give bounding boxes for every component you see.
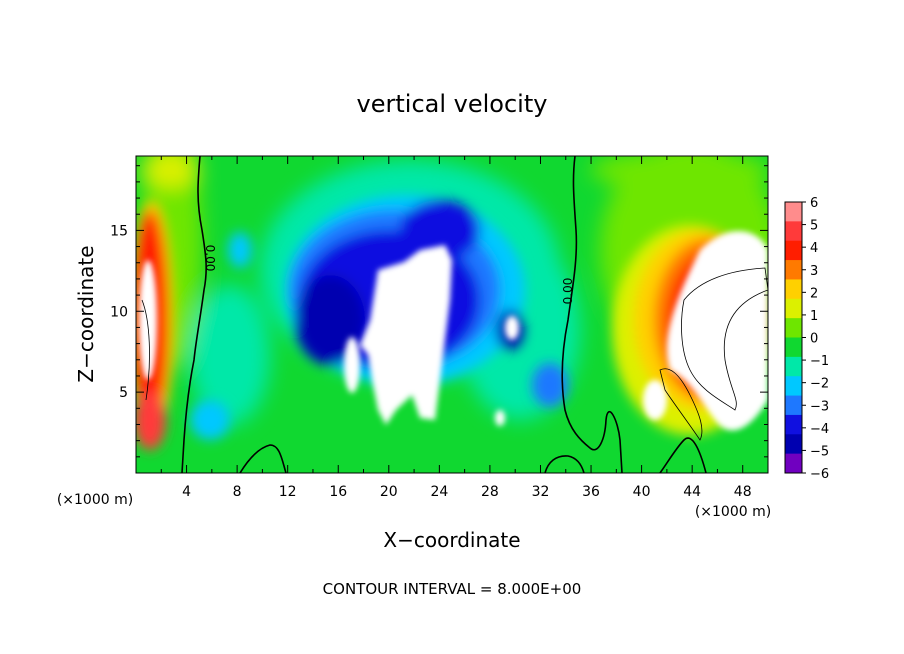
colorbar-label: 2 <box>810 286 818 301</box>
colorbar-swatch <box>785 337 802 358</box>
colorbar-label: 4 <box>810 241 818 256</box>
colorbar-label: −6 <box>810 467 829 482</box>
y-tick-label: 5 <box>119 385 128 401</box>
x-tick-label: 28 <box>481 484 499 500</box>
colorbar-swatch <box>785 356 802 377</box>
y-axis: 5 10 15 <box>110 165 768 458</box>
x-axis-label: X−coordinate <box>383 528 520 552</box>
x-tick-label: 8 <box>233 484 242 500</box>
zero-contours <box>181 156 707 473</box>
x-tick-label: 40 <box>633 484 651 500</box>
x-unit-right: (×1000 m) <box>695 504 771 520</box>
heatmap-field <box>136 156 768 473</box>
colorbar-label: −3 <box>810 399 829 414</box>
y-tick-label: 10 <box>110 304 128 320</box>
x-tick-label: 32 <box>532 484 550 500</box>
inner-contours <box>141 267 768 441</box>
y-axis-label: Z−coordinate <box>74 245 98 382</box>
x-tick-label: 16 <box>329 484 347 500</box>
x-tick-label: 48 <box>734 484 752 500</box>
colorbar-label: −2 <box>810 377 829 392</box>
colorbar-swatch <box>785 202 802 222</box>
zero-contour-middle <box>561 156 623 473</box>
colorbar-label: −1 <box>810 354 829 369</box>
contour-label-left: 0.00 <box>203 245 217 272</box>
colorbar-label: −4 <box>810 422 829 437</box>
x-unit-left: (×1000 m) <box>57 492 133 508</box>
colorbar-swatch <box>785 434 802 455</box>
colorbar-swatch <box>785 318 802 338</box>
colorbar-swatch <box>785 453 802 474</box>
zero-contour-bottom-mid <box>544 455 585 473</box>
colorbar: 6 5 4 3 2 1 0 −1 −2 −3 −4 −5 −6 <box>784 196 829 482</box>
colorbar-swatch <box>785 376 802 397</box>
x-tick-label: 12 <box>279 484 297 500</box>
contour-label-right: 0.00 <box>561 278 575 305</box>
contour-interval-note: CONTOUR INTERVAL = 8.000E+00 <box>323 580 582 598</box>
colorbar-swatch <box>785 221 802 242</box>
colorbar-label: 3 <box>810 264 818 279</box>
x-axis: 4 8 12 16 20 24 28 32 36 40 44 48 <box>160 156 752 500</box>
x-tick-label: 24 <box>430 484 448 500</box>
colorbar-label: 6 <box>810 196 818 211</box>
zero-contour-bottom-right <box>659 437 707 473</box>
colorbar-swatch <box>785 298 802 319</box>
zero-contour-left <box>181 156 207 473</box>
x-tick-label: 20 <box>380 484 398 500</box>
white-core-center <box>360 245 452 425</box>
colorbar-label: 0 <box>810 332 818 347</box>
plot-frame <box>135 155 769 474</box>
colorbar-label: 1 <box>810 309 818 324</box>
x-tick-label: 36 <box>582 484 600 500</box>
y-tick-label: 15 <box>110 223 128 239</box>
colorbar-swatch <box>785 240 802 261</box>
x-tick-label: 44 <box>683 484 701 500</box>
colorbar-swatch <box>785 395 802 416</box>
zero-contour-bottom-left <box>239 444 287 473</box>
colorbar-swatch <box>785 260 802 280</box>
white-core-right <box>666 231 768 431</box>
colorbar-label: 5 <box>810 219 818 234</box>
chart-title: vertical velocity <box>357 90 548 118</box>
x-tick-label: 4 <box>182 484 191 500</box>
colorbar-swatch <box>785 414 802 435</box>
colorbar-swatch <box>785 279 802 300</box>
colorbar-label: −5 <box>810 444 829 459</box>
